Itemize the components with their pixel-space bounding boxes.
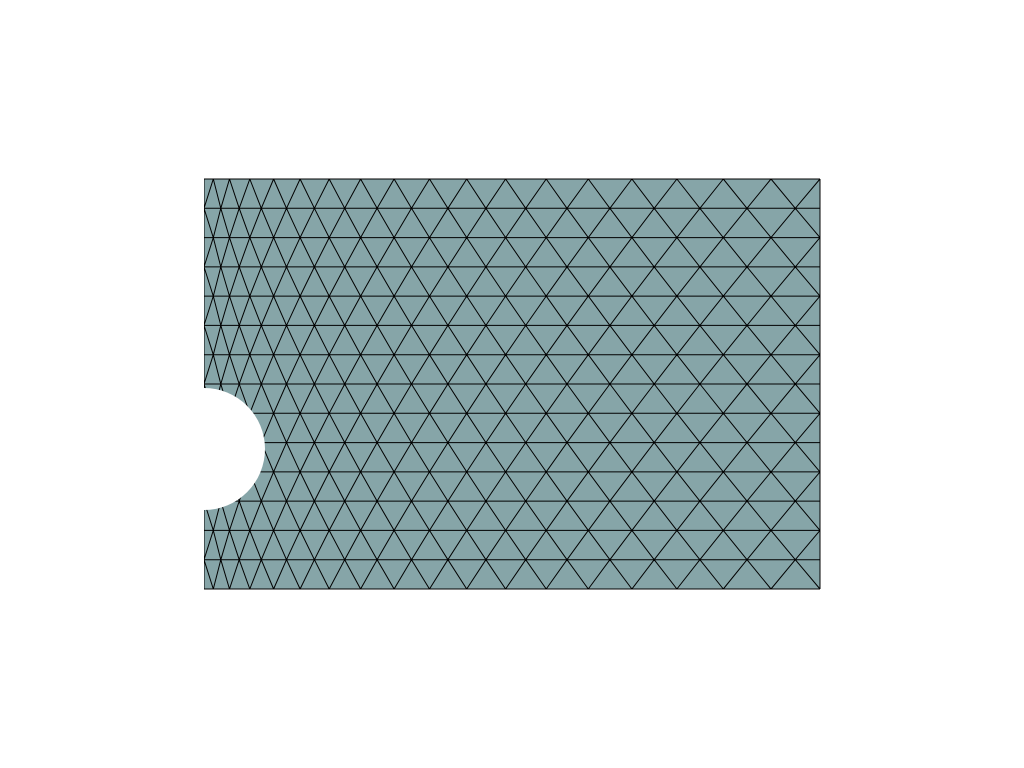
- left-edge-mask: [203, 179, 204, 589]
- mesh-edges: [203, 178, 821, 590]
